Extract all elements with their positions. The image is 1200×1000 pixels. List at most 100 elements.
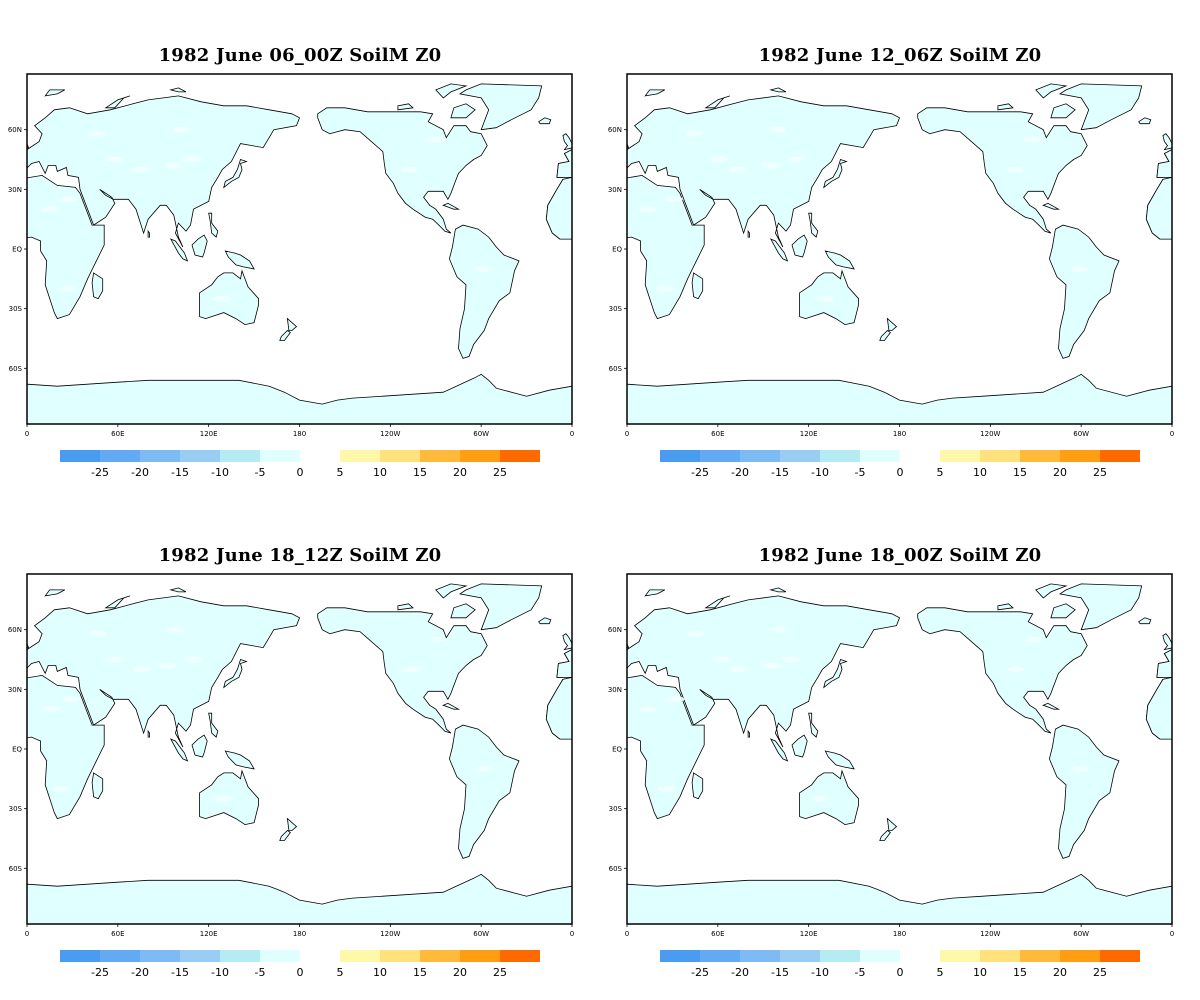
colorbar-swatch-positive [1100, 450, 1140, 462]
colorbar-swatch-positive [420, 950, 460, 962]
coastline-borneo [791, 234, 808, 258]
colorbar-label: -20 [131, 966, 149, 979]
lat-label: 60S [609, 865, 623, 873]
soil-moisture-patch [1007, 666, 1026, 673]
lat-label: EQ [612, 746, 622, 754]
colorbar-label: 15 [1013, 466, 1027, 479]
lon-label: 120E [200, 930, 218, 938]
colorbar-swatch-positive [940, 950, 980, 962]
colorbar-swatch-negative [700, 950, 740, 962]
lat-label: 30N [608, 186, 622, 194]
colorbar-label: 25 [1093, 466, 1107, 479]
colorbar-swatch-negative [220, 950, 260, 962]
soil-moisture-patch [58, 285, 77, 292]
lon-label: 120W [380, 930, 400, 938]
coastline-madagascar [91, 772, 104, 800]
colorbar-label: -20 [731, 466, 749, 479]
soil-moisture-patch [426, 136, 445, 143]
soil-moisture-patch [473, 265, 492, 272]
coastline-newzealand_s [879, 829, 891, 841]
lat-label: 30S [9, 305, 23, 313]
colorbar-swatch-negative [220, 450, 260, 462]
lon-label: 0 [25, 430, 29, 438]
colorbar-swatch-positive [380, 950, 420, 962]
coastline-samerica [1048, 224, 1120, 359]
coastline-africa_wrap [1145, 676, 1172, 740]
coastline-srilanka [747, 729, 750, 738]
lon-label: 180 [293, 430, 306, 438]
map-panel-4: 1982 June 18_00Z SoilM Z0 60N 30N EQ 30S 60S… [600, 500, 1200, 1000]
colorbar-label: 10 [973, 966, 987, 979]
coastline-europe_wrap [556, 649, 572, 678]
coastline-madagascar [691, 772, 704, 800]
colorbar-label: -10 [211, 466, 229, 479]
coastline-srilanka [747, 229, 750, 238]
colorbar-label: 15 [413, 966, 427, 979]
soil-moisture-patch [710, 156, 729, 163]
lon-label: 120E [200, 430, 218, 438]
coastline-japan [823, 658, 848, 689]
lat-label: 60S [9, 365, 23, 373]
colorbar-swatch-positive [1060, 950, 1100, 962]
lon-label: 180 [893, 930, 906, 938]
colorbar-swatch-negative [260, 950, 300, 962]
coastline-victoria [997, 603, 1014, 611]
soil-moisture-patch [655, 285, 674, 292]
colorbar-label: 20 [1053, 466, 1067, 479]
coastline-iceland [538, 617, 552, 625]
soil-moisture-patch [105, 156, 124, 163]
coastline-taimyr [769, 87, 787, 93]
coastline-baffin [1050, 603, 1076, 619]
soil-moisture-patch [52, 785, 71, 792]
coastline-iceland [538, 117, 552, 125]
lon-label: 0 [625, 430, 629, 438]
coastline-japan [223, 158, 248, 189]
soil-moisture-patch [172, 126, 191, 133]
coastline-victoria [397, 603, 414, 611]
colorbar-swatch-positive [380, 450, 420, 462]
lon-label: 0 [1170, 430, 1174, 438]
colorbar-label: 20 [453, 466, 467, 479]
coastline-victoria [997, 103, 1014, 111]
coastline-sumatra [169, 738, 189, 762]
colorbar-swatch-positive [340, 950, 380, 962]
coastline-sumatra [769, 738, 789, 762]
coastline-srilanka [147, 229, 150, 238]
coastline-antarctica [27, 873, 572, 924]
colorbar-swatch-positive [980, 450, 1020, 462]
coastline-cuba [1042, 202, 1061, 210]
lon-label: 60W [473, 430, 489, 438]
soil-moisture-patch [770, 626, 789, 633]
coastline-uk-wrap [1162, 633, 1172, 651]
colorbar-label: -5 [255, 966, 266, 979]
colorbar-label: 5 [337, 466, 344, 479]
colorbar-swatch-positive [460, 450, 500, 462]
coastline-newzealand_s [279, 329, 291, 341]
land-layer [27, 83, 572, 424]
lon-label: 180 [893, 430, 906, 438]
soil-moisture-patch [787, 156, 806, 163]
lon-label: 180 [293, 930, 306, 938]
colorbar-label: -15 [171, 966, 189, 979]
coastline-namerica [917, 107, 1088, 234]
lat-label: 30N [8, 686, 22, 694]
coastline-taimyr [169, 87, 187, 93]
colorbar-swatch-positive [1020, 950, 1060, 962]
coastline-antarctica [627, 873, 1172, 924]
soil-moisture-patch [183, 156, 202, 163]
colorbar-swatch-negative [700, 450, 740, 462]
map-canvas: 60N 30N EQ 30S 60S 0 60E 120E 180 120W 60W 0 -25 -20 -… [8, 73, 574, 479]
soil-moisture-patch [664, 196, 683, 203]
colorbar-label: -10 [811, 966, 829, 979]
colorbar-label: 0 [897, 466, 904, 479]
coastline-europe_wrap [1156, 649, 1172, 678]
coastline-uk-wrap [1162, 133, 1172, 151]
soil-moisture-patch [158, 662, 177, 669]
coastline-cuba [442, 702, 461, 710]
colorbar-swatch-negative [100, 450, 140, 462]
colorbar-label: 0 [297, 966, 304, 979]
lon-label: 0 [570, 430, 574, 438]
soil-moisture-patch [1023, 136, 1042, 143]
coastline-madagascar [91, 272, 104, 300]
lon-label: 60E [711, 930, 724, 938]
